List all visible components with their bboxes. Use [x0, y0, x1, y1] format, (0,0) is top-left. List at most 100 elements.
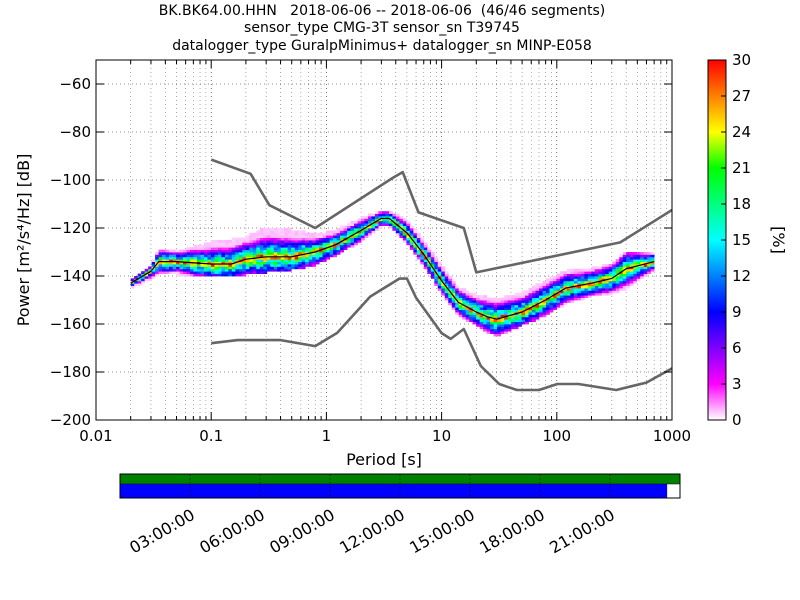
heatmap-cell: [650, 261, 655, 265]
heatmap-cell: [266, 268, 271, 272]
heatmap-cell: [497, 312, 502, 315]
heatmap-cell: [196, 273, 201, 277]
heatmap-cell: [552, 302, 557, 306]
heatmap-cell: [155, 271, 159, 274]
heatmap-cell: [217, 249, 222, 253]
heatmap-cell: [427, 252, 432, 255]
heatmap-cell: [186, 256, 191, 260]
heatmap-cell: [549, 278, 554, 282]
heatmap-cell: [308, 249, 313, 253]
heatmap-cell: [640, 261, 645, 265]
heatmap-cell: [259, 259, 264, 262]
heatmap-cell: [420, 261, 425, 265]
heatmap-cell: [577, 276, 582, 279]
heatmap-cell: [552, 285, 557, 289]
heatmap-cell: [633, 276, 638, 279]
heatmap-cell: [532, 295, 536, 298]
heatmap-cell: [528, 316, 533, 320]
heatmap-cell: [151, 259, 156, 262]
heatmap-cell: [347, 225, 351, 229]
heatmap-cell: [518, 302, 522, 306]
heatmap-cell: [374, 216, 379, 219]
heatmap-cell: [273, 252, 278, 255]
heatmap-cell: [231, 268, 236, 272]
heatmap-cell: [465, 295, 470, 298]
heatmap-cell: [158, 264, 163, 267]
heatmap-cell: [437, 266, 442, 270]
heatmap-cell: [284, 268, 289, 272]
heatmap-cell: [514, 300, 519, 303]
heatmap-cell: [406, 228, 411, 231]
heatmap-cell: [427, 266, 432, 270]
heatmap-cell: [570, 278, 575, 282]
heatmap-cell: [221, 273, 226, 277]
heatmap-cell: [504, 304, 508, 308]
heatmap-cell: [228, 249, 233, 253]
heatmap-cell: [249, 240, 254, 243]
heatmap-cell: [277, 235, 282, 238]
heatmap-cell: [277, 249, 282, 253]
colorbar-tick-label: 6: [732, 339, 742, 357]
heatmap-cell: [416, 232, 421, 236]
heatmap-cell: [280, 232, 285, 236]
heatmap-cell: [483, 304, 488, 308]
heatmap-cell: [580, 280, 585, 284]
heatmap-cell: [650, 264, 655, 267]
heatmap-cell: [518, 309, 522, 313]
heatmap-cell: [280, 242, 285, 246]
heatmap-cell: [287, 266, 292, 270]
heatmap-cell: [472, 307, 477, 310]
heatmap-cell: [322, 259, 327, 262]
heatmap-cell: [235, 242, 240, 246]
heatmap-cell: [301, 249, 306, 253]
heatmap-cell: [392, 213, 397, 217]
heatmap-cell: [612, 266, 617, 270]
heatmap-cell: [162, 252, 166, 255]
heatmap-cell: [615, 271, 620, 274]
heatmap-cell: [301, 237, 306, 241]
heatmap-cell: [238, 237, 243, 241]
heatmap-cell: [256, 254, 261, 258]
heatmap-cell: [217, 240, 222, 243]
heatmap-cell: [462, 295, 467, 298]
heatmap-cell: [301, 261, 306, 265]
heatmap-cell: [545, 307, 550, 310]
heatmap-cell: [556, 273, 561, 277]
heatmap-cell: [165, 252, 170, 255]
heatmap-cell: [361, 216, 365, 219]
heatmap-cell: [612, 288, 617, 291]
heatmap-cell: [259, 256, 264, 260]
heatmap-cell: [381, 218, 386, 222]
heatmap-cell: [511, 324, 515, 327]
heatmap-cell: [263, 247, 268, 250]
heatmap-cell: [451, 292, 456, 296]
heatmap-cell: [224, 254, 229, 258]
colorbar-tick-label: 18: [732, 195, 751, 213]
heatmap-cell: [455, 307, 460, 310]
heatmap-cell: [221, 242, 226, 246]
heatmap-cell: [633, 254, 638, 258]
heatmap-cell: [455, 302, 460, 306]
heatmap-cell: [270, 268, 275, 272]
heatmap-cell: [542, 312, 547, 315]
heatmap-cell: [203, 271, 208, 274]
heatmap-cell: [294, 232, 299, 236]
heatmap-cell: [287, 232, 292, 236]
heatmap-cell: [277, 254, 282, 258]
heatmap-cell: [343, 230, 348, 234]
heatmap-cell: [493, 304, 498, 308]
heatmap-cell: [587, 268, 592, 272]
heatmap-cell: [402, 235, 407, 238]
heatmap-cell: [169, 252, 173, 255]
heatmap-cell: [633, 271, 638, 274]
heatmap-cell: [217, 256, 222, 260]
heatmap-cell: [486, 304, 491, 308]
heatmap-cell: [214, 259, 219, 262]
heatmap-cell: [165, 259, 170, 262]
heatmap-cell: [388, 220, 393, 224]
heatmap-cell: [559, 290, 564, 294]
heatmap-cell: [549, 302, 554, 306]
heatmap-cell: [497, 333, 502, 337]
heatmap-cell: [280, 268, 285, 272]
